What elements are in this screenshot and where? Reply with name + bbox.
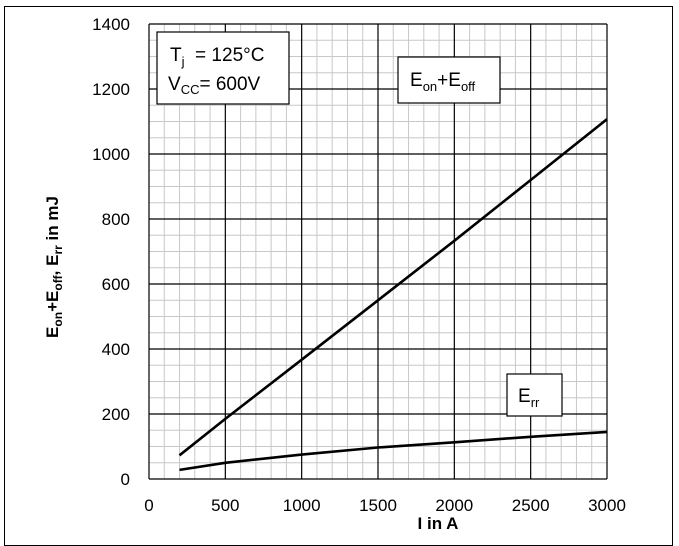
- x-tick-label: 1500: [359, 496, 397, 515]
- y-tick-label: 1000: [92, 145, 130, 164]
- x-tick-label: 3000: [588, 496, 626, 515]
- y-tick-labels: 0 200 400 600 800 1000 1200 1400: [92, 15, 130, 489]
- series-lines: [178, 118, 608, 472]
- major-grid: [148, 23, 608, 480]
- series-line-eon-eoff: [178, 118, 608, 457]
- vcc-label: VCC= 600V: [168, 74, 261, 97]
- y-tick-label: 400: [102, 340, 130, 359]
- x-axis-label: I in A: [418, 514, 459, 531]
- y-tick-label: 600: [102, 275, 130, 294]
- y-tick-label: 1200: [92, 80, 130, 99]
- conditions-box: Tj = 125°C VCC= 600V: [156, 31, 290, 105]
- y-tick-label: 800: [102, 210, 130, 229]
- y-tick-label: 200: [102, 405, 130, 424]
- y-axis-label: Eon+Eoff, Err in mJ: [43, 196, 65, 338]
- x-tick-label: 0: [144, 496, 153, 515]
- series-line-err: [179, 430, 608, 472]
- eon-eoff-label: Eon+Eoff: [410, 70, 476, 94]
- eon-eoff-label-box: Eon+Eoff: [397, 56, 501, 104]
- x-tick-labels: 0 500 1000 1500 2000 2500 3000: [144, 496, 626, 515]
- x-tick-label: 500: [211, 496, 239, 515]
- x-tick-label: 2500: [512, 496, 550, 515]
- err-label-box: Err: [506, 373, 563, 417]
- err-label: Err: [518, 386, 540, 410]
- x-tick-label: 1000: [283, 496, 321, 515]
- y-tick-label: 0: [121, 470, 130, 489]
- x-tick-label: 2000: [435, 496, 473, 515]
- energy-chart: 0 500 1000 1500 2000 2500 3000 0 200 400 600 800 10…: [43, 15, 626, 531]
- tj-label: Tj = 125°C: [170, 45, 264, 69]
- y-tick-label: 1400: [92, 15, 130, 34]
